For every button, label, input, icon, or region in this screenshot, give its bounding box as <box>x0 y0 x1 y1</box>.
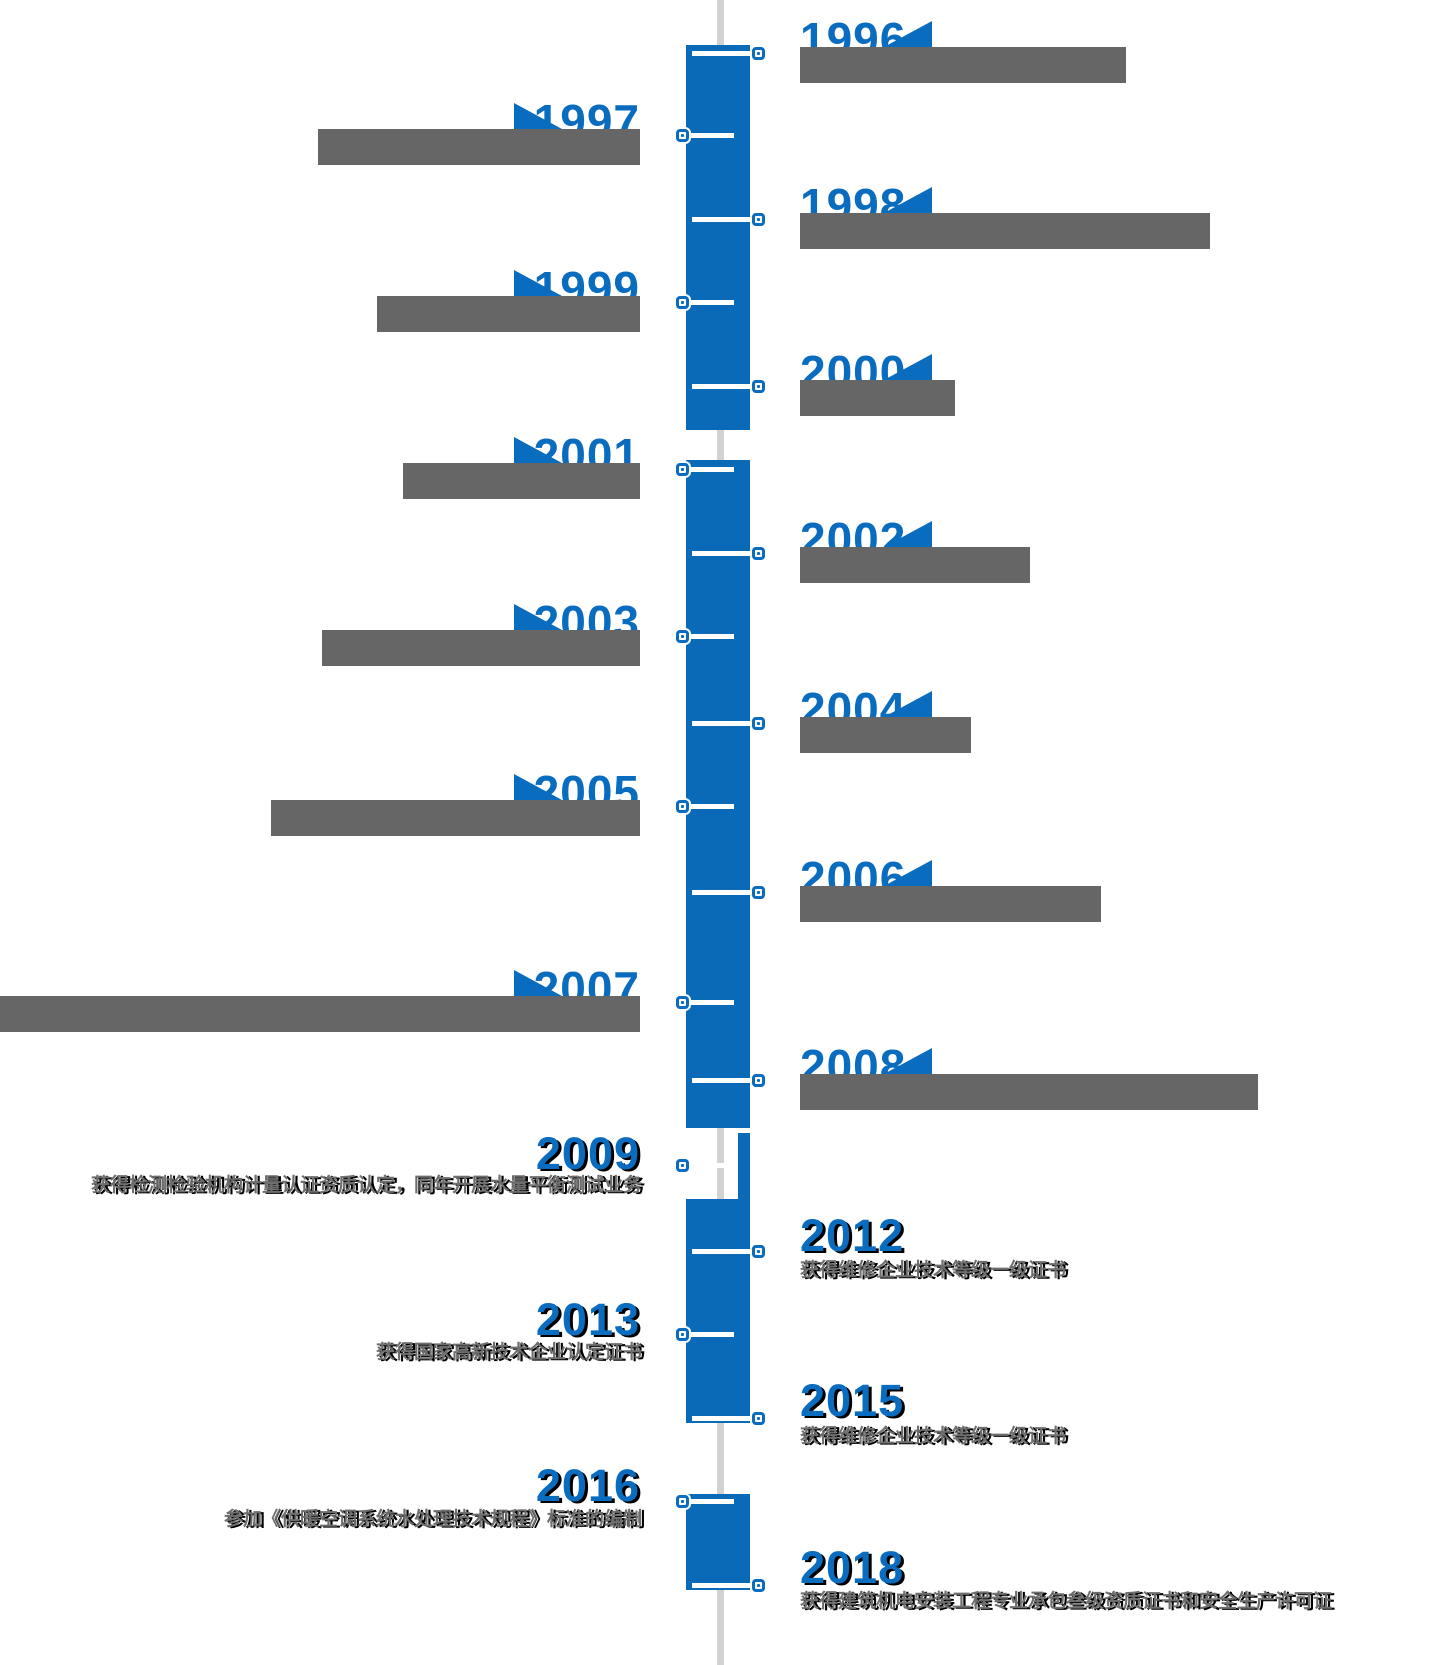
milestone-description-box <box>800 547 1030 583</box>
node-connector-line <box>688 133 734 138</box>
milestone-description-box <box>800 886 1101 922</box>
node-icon-dot <box>757 385 760 388</box>
milestone-description-text: 获得维修企业技术等级一级证书 <box>800 1426 1067 1447</box>
timeline-node-icon <box>752 1245 765 1258</box>
milestone-description-box <box>403 463 640 499</box>
node-icon-dot <box>681 468 684 471</box>
milestone-description-text: 获得检测检验机构计量认证资质认定，同年开展水量平衡测试业务 <box>90 1175 642 1196</box>
timeline-bar-segment-3 <box>686 1199 750 1423</box>
timeline-node-icon <box>676 630 689 643</box>
node-icon-dot <box>681 1500 684 1503</box>
milestone-description-box <box>800 213 1210 249</box>
timeline-node-icon <box>676 1328 689 1341</box>
node-icon-dot <box>757 1584 760 1587</box>
node-connector-line <box>692 721 752 726</box>
node-connector-line <box>688 1000 734 1005</box>
timeline-node-icon <box>752 47 765 60</box>
timeline-bar-segment-4 <box>686 1494 750 1590</box>
timeline-node-icon <box>676 463 689 476</box>
node-connector-line <box>692 1078 752 1083</box>
node-connector-line <box>692 1416 752 1421</box>
node-icon-dot <box>757 722 760 725</box>
node-icon-dot <box>681 1333 684 1336</box>
year-label: 2009 <box>535 1128 640 1179</box>
node-icon-dot <box>757 52 760 55</box>
node-connector-line <box>688 1332 734 1337</box>
node-connector-line <box>688 804 734 809</box>
year-label: 2018 <box>800 1542 905 1593</box>
year-label: 2016 <box>535 1460 640 1511</box>
milestone-description-box <box>800 717 971 753</box>
milestone-description-box <box>377 296 640 332</box>
milestone-description-box <box>0 996 640 1032</box>
milestone-description-box <box>800 47 1126 83</box>
timeline-bar-segment-2 <box>686 460 750 1128</box>
node-icon-dot <box>681 301 684 304</box>
node-icon-dot <box>757 1417 760 1420</box>
timeline-node-icon <box>752 380 765 393</box>
milestone-description-box <box>322 630 640 666</box>
node-connector-line <box>692 1583 752 1588</box>
timeline-node-icon <box>676 1159 689 1172</box>
year-label: 2012 <box>800 1210 905 1261</box>
milestone-description-box <box>800 380 955 416</box>
timeline-node-icon <box>752 1074 765 1087</box>
node-icon-dot <box>757 1079 760 1082</box>
timeline-node-icon <box>752 213 765 226</box>
node-connector-line <box>688 467 734 472</box>
milestone-description-text: 参加《供暖空调系统水处理技术规程》标准的编制 <box>223 1509 642 1530</box>
node-icon-dot <box>681 1164 684 1167</box>
node-icon-dot <box>681 134 684 137</box>
timeline-node-icon <box>676 129 689 142</box>
node-icon-dot <box>681 635 684 638</box>
milestone-description-text: 获得建筑机电安装工程专业承包叁级资质证书和安全生产许可证 <box>800 1591 1333 1612</box>
node-connector-line <box>688 300 734 305</box>
timeline-node-icon <box>676 1495 689 1508</box>
milestone-description-box <box>800 1074 1258 1110</box>
timeline-node-icon <box>752 717 765 730</box>
node-icon-dot <box>757 552 760 555</box>
timeline-bar-stub <box>738 1133 750 1199</box>
year-label: 2015 <box>800 1375 905 1426</box>
timeline-node-icon <box>676 800 689 813</box>
node-connector-line <box>692 51 752 56</box>
milestone-description-text: 获得维修企业技术等级一级证书 <box>800 1260 1067 1281</box>
timeline-node-icon <box>676 296 689 309</box>
timeline-node-icon <box>752 886 765 899</box>
node-connector-line <box>692 890 752 895</box>
node-connector-line <box>688 634 734 639</box>
node-connector-line <box>688 1163 734 1168</box>
node-icon-dot <box>757 218 760 221</box>
node-connector-line <box>688 1499 734 1504</box>
year-label: 2013 <box>535 1294 640 1345</box>
milestone-description-text: 获得国家高新技术企业认定证书 <box>375 1342 642 1363</box>
node-icon-dot <box>681 1001 684 1004</box>
node-connector-line <box>692 551 752 556</box>
timeline-node-icon <box>752 1579 765 1592</box>
node-connector-line <box>692 384 752 389</box>
timeline-node-icon <box>676 996 689 1009</box>
node-connector-line <box>692 1249 752 1254</box>
milestone-description-box <box>271 800 640 836</box>
timeline-bar-segment-1 <box>686 45 750 430</box>
node-icon-dot <box>757 1250 760 1253</box>
node-connector-line <box>692 217 752 222</box>
node-icon-dot <box>681 805 684 808</box>
timeline-node-icon <box>752 1412 765 1425</box>
timeline-node-icon <box>752 547 765 560</box>
milestone-description-box <box>318 129 640 165</box>
node-icon-dot <box>757 891 760 894</box>
